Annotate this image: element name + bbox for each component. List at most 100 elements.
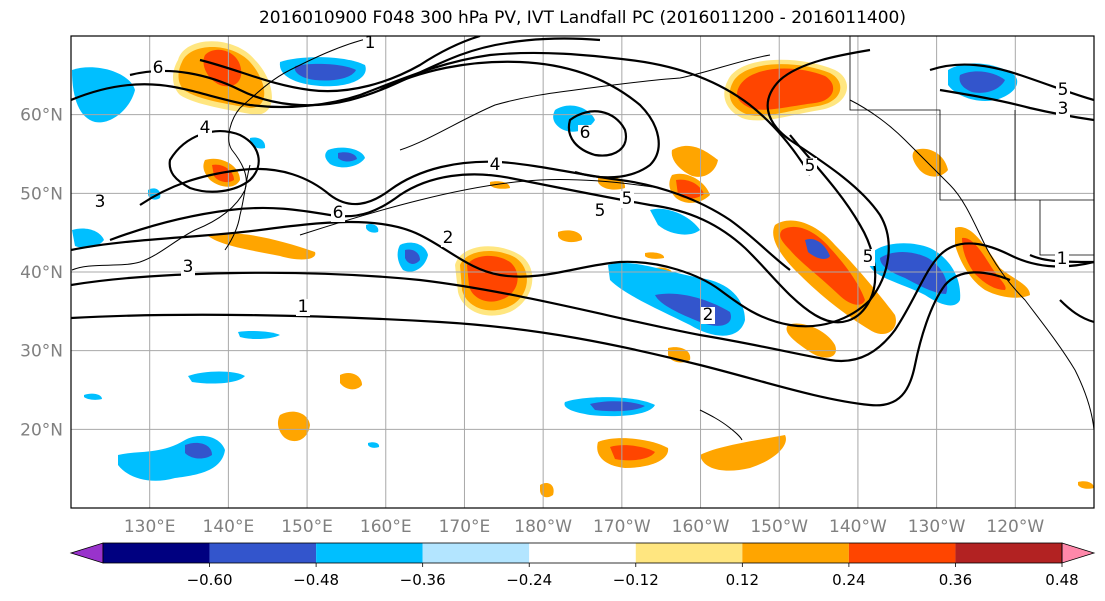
- pv-positive-anomaly: [1078, 481, 1094, 489]
- pv-negative-anomaly: [185, 442, 212, 459]
- contour-label-background: [363, 35, 377, 52]
- pv-negative-anomaly: [188, 371, 245, 384]
- longitude-tick-label: 170°E: [439, 517, 491, 537]
- colorbar-tick-label: 0.48: [1045, 571, 1078, 589]
- longitude-tick-label: 150°W: [750, 517, 808, 537]
- contour-label-background: [1055, 251, 1069, 268]
- contour-label-background: [93, 194, 107, 211]
- contour-label: 4: [490, 155, 501, 175]
- pv-positive-anomaly: [805, 238, 830, 259]
- contour-label-background: [181, 259, 195, 276]
- contour-label-background: [803, 158, 817, 175]
- pv-positive-anomaly: [277, 411, 310, 442]
- colorbar-tick-label: 0.36: [939, 571, 972, 589]
- pv-anomaly-shading: [72, 41, 1094, 498]
- longitude-tick-label: 180°W: [514, 517, 572, 537]
- contour-label: 5: [805, 156, 816, 176]
- pv-contour: [929, 63, 1094, 102]
- contour-label: 5: [1058, 80, 1069, 100]
- pv-positive-anomaly: [558, 230, 583, 243]
- latitude-tick-label: 30°N: [20, 342, 63, 362]
- coastline-asia: [71, 37, 371, 271]
- contour-label-background: [441, 230, 455, 247]
- pv-positive-anomaly: [962, 237, 1006, 290]
- contour-label-background: [198, 120, 212, 137]
- pv-positive-anomaly: [467, 255, 518, 302]
- contour-label-background: [296, 299, 310, 316]
- contour-label: 6: [580, 123, 591, 143]
- contour-label-background: [331, 205, 345, 222]
- longitude-tick-label: 160°W: [672, 517, 730, 537]
- colorbar-segment: [422, 543, 530, 563]
- contour-label: 1: [298, 297, 309, 317]
- colorbar-extend-high: [1061, 542, 1096, 564]
- pv-contours: [71, 36, 1094, 407]
- pv-positive-anomaly: [203, 49, 242, 87]
- contour-label: 6: [153, 58, 164, 78]
- pv-contour: [199, 36, 481, 93]
- political-boundaries: [849, 36, 1094, 256]
- longitude-tick-label: 150°E: [281, 517, 333, 537]
- contour-label-background: [701, 307, 715, 324]
- coastline-alaska: [399, 54, 771, 151]
- colorbar-frame: [102, 542, 1063, 564]
- colorbar-tick-label: 0.24: [832, 571, 865, 589]
- pv-contour: [109, 134, 877, 324]
- pv-contour: [129, 37, 601, 107]
- chart-title: 2016010900 F048 300 hPa PV, IVT Landfall…: [258, 8, 906, 28]
- pv-positive-anomaly: [610, 445, 655, 461]
- pv-negative-anomaly: [84, 393, 102, 400]
- colorbar: −0.60 −0.48 −0.36 −0.24 −0.12 0.12 0.24 0.36 0.4…: [69, 542, 1096, 589]
- coastlines: [71, 37, 1094, 441]
- colorbar-tick-label: −0.12: [613, 571, 659, 589]
- colorbar-tick-label: −0.24: [506, 571, 552, 589]
- colorbar-segment: [742, 543, 849, 563]
- colorbar-tick-label: −0.48: [293, 571, 339, 589]
- pv-negative-anomaly: [72, 228, 104, 248]
- pv-positive-anomaly: [671, 145, 718, 177]
- colorbar-tick-label: 0.12: [726, 571, 759, 589]
- longitude-tick-label: 140°E: [203, 517, 255, 537]
- contour-label-background: [151, 60, 165, 77]
- pv-negative-anomaly: [650, 208, 700, 235]
- contour-label: 2: [703, 305, 714, 325]
- pv-negative-anomaly: [366, 223, 379, 233]
- pv-positive-anomaly: [340, 373, 362, 390]
- colorbar-segment: [529, 543, 636, 563]
- colorbar-tick-label: −0.60: [187, 571, 233, 589]
- pv-positive-anomaly: [645, 252, 665, 259]
- colorbar-segment: [635, 543, 743, 563]
- longitude-tick-label: 170°W: [593, 517, 651, 537]
- latitude-tick-label: 50°N: [20, 184, 63, 204]
- boundary: [849, 36, 1094, 201]
- colorbar-tick-label: −0.36: [400, 571, 446, 589]
- pv-negative-anomaly: [880, 252, 948, 294]
- pv-negative-anomaly: [294, 63, 356, 81]
- pv-negative-anomaly: [959, 71, 1005, 93]
- longitude-labels: 130°E 140°E 150°E 160°E 170°E 180°W 170°W 160°W…: [124, 517, 1045, 537]
- contour-label: 4: [200, 118, 211, 138]
- colorbar-extend-low: [69, 542, 104, 564]
- pv-contour: [71, 48, 890, 328]
- longitude-tick-label: 120°W: [986, 517, 1044, 537]
- contour-label: 5: [863, 247, 874, 267]
- pv-positive-anomaly: [676, 179, 704, 199]
- pv-negative-anomaly: [368, 442, 380, 448]
- longitude-tick-label: 130°W: [908, 517, 966, 537]
- pv-contour: [71, 271, 1011, 407]
- contour-label: 6: [333, 203, 344, 223]
- colorbar-segment: [955, 543, 1062, 563]
- contour-label: 5: [595, 201, 606, 221]
- pv-positive-anomaly: [208, 233, 316, 260]
- coastline-japan: [224, 164, 251, 251]
- colorbar-segment: [848, 543, 956, 563]
- pv-positive-anomaly: [700, 435, 786, 471]
- colorbar-segment: [209, 543, 317, 563]
- pv-negative-anomaly: [590, 401, 645, 412]
- pv-contour: [139, 160, 791, 271]
- pv-contour: [939, 88, 1094, 122]
- colorbar-segment: [316, 543, 423, 563]
- pv-contour: [71, 242, 1094, 363]
